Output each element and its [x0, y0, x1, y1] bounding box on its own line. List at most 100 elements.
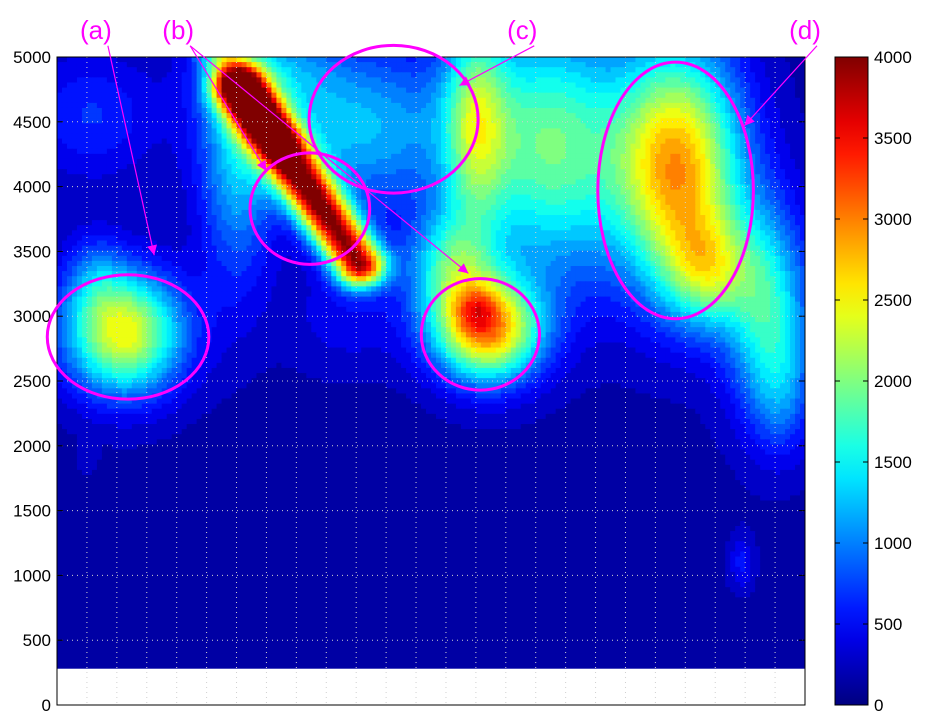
heatmap-cell — [755, 158, 761, 165]
heatmap-cell — [675, 209, 681, 216]
heatmap-cell — [371, 204, 377, 211]
heatmap-cell — [485, 113, 492, 119]
heatmap-cell — [530, 62, 537, 68]
heatmap-cell — [286, 57, 292, 63]
heatmap-cell — [445, 97, 452, 104]
heatmap-cell — [396, 133, 402, 140]
heatmap-cell — [625, 158, 632, 165]
heatmap-cell — [226, 97, 233, 104]
heatmap-cell — [191, 209, 198, 216]
heatmap-cell — [221, 72, 228, 78]
heatmap-cell — [71, 123, 78, 129]
heatmap-cell — [411, 169, 417, 175]
heatmap-cell — [625, 153, 632, 160]
heatmap-cell — [480, 215, 487, 221]
heatmap-cell — [331, 87, 337, 94]
heatmap-cell — [361, 92, 367, 99]
heatmap-cell — [760, 138, 766, 145]
heatmap-cell — [635, 184, 642, 191]
heatmap-cell — [510, 128, 517, 135]
heatmap-cell — [156, 133, 163, 140]
heatmap-cell — [96, 62, 103, 68]
heatmap-cell — [91, 220, 98, 226]
heatmap-cell — [406, 113, 412, 119]
heatmap-cell — [426, 113, 432, 119]
heatmap-cell — [281, 123, 287, 129]
heatmap-cell — [540, 215, 547, 221]
heatmap-cell — [725, 72, 731, 78]
heatmap-cell — [515, 215, 522, 221]
heatmap-cell — [730, 189, 736, 196]
heatmap-cell — [161, 72, 168, 78]
heatmap-cell — [391, 184, 397, 191]
heatmap-cell — [401, 174, 407, 180]
heatmap-cell — [465, 102, 472, 109]
heatmap-cell — [126, 92, 133, 99]
heatmap-cell — [341, 87, 347, 94]
heatmap-cell — [620, 143, 627, 150]
heatmap-cell — [86, 67, 93, 73]
heatmap-cell — [266, 87, 273, 94]
heatmap-cell — [435, 62, 442, 68]
heatmap-cell — [715, 97, 721, 104]
heatmap-cell — [605, 72, 612, 78]
heatmap-cell — [366, 143, 372, 150]
heatmap-cell — [765, 179, 771, 186]
heatmap-cell — [550, 128, 557, 135]
heatmap-cell — [555, 82, 562, 89]
heatmap-cell — [540, 138, 547, 145]
heatmap-cell — [480, 204, 487, 211]
heatmap-cell — [146, 179, 153, 186]
heatmap-cell — [396, 194, 402, 201]
heatmap-cell — [76, 153, 83, 160]
heatmap-cell — [530, 128, 537, 135]
heatmap-cell — [181, 118, 188, 124]
heatmap-cell — [296, 82, 302, 89]
heatmap-cell — [450, 77, 457, 84]
heatmap-cell — [356, 57, 362, 63]
heatmap-cell — [650, 209, 656, 216]
heatmap-cell — [81, 57, 88, 63]
heatmap-cell — [406, 215, 412, 221]
heatmap-cell — [580, 143, 587, 150]
heatmap-cell — [605, 153, 612, 160]
heatmap-cell — [236, 184, 243, 191]
heatmap-cell — [455, 209, 462, 216]
heatmap-cell — [545, 189, 552, 196]
heatmap-cell — [256, 87, 263, 94]
heatmap-cell — [495, 199, 502, 206]
heatmap-cell — [391, 148, 397, 155]
heatmap-cell — [500, 179, 507, 186]
heatmap-cell — [361, 174, 367, 180]
heatmap-cell — [426, 174, 432, 180]
heatmap-cell — [515, 123, 522, 129]
heatmap-cell — [600, 62, 607, 68]
heatmap-cell — [655, 138, 661, 145]
heatmap-cell — [391, 153, 397, 160]
heatmap-cell — [236, 72, 243, 78]
heatmap-cell — [610, 174, 617, 180]
heatmap-cell — [735, 57, 741, 63]
heatmap-cell — [311, 215, 317, 221]
heatmap-cell — [785, 102, 791, 109]
heatmap-cell — [715, 107, 721, 114]
heatmap-cell — [431, 184, 437, 191]
heatmap-cell — [715, 82, 721, 89]
heatmap-cell — [780, 153, 786, 160]
heatmap-cell — [331, 67, 337, 73]
heatmap-cell — [740, 158, 746, 165]
heatmap-cell — [620, 138, 627, 145]
heatmap-cell — [545, 128, 552, 135]
heatmap-cell — [690, 153, 696, 160]
heatmap-cell — [575, 204, 582, 211]
heatmap-cell — [166, 72, 173, 78]
heatmap-cell — [640, 113, 647, 119]
heatmap-cell — [700, 123, 706, 129]
heatmap-cell — [426, 123, 432, 129]
heatmap-cell — [605, 220, 612, 226]
heatmap-cell — [655, 209, 661, 216]
heatmap-cell — [301, 158, 307, 165]
heatmap-cell — [96, 67, 103, 73]
heatmap-cell — [131, 87, 138, 94]
heatmap-cell — [570, 220, 577, 226]
